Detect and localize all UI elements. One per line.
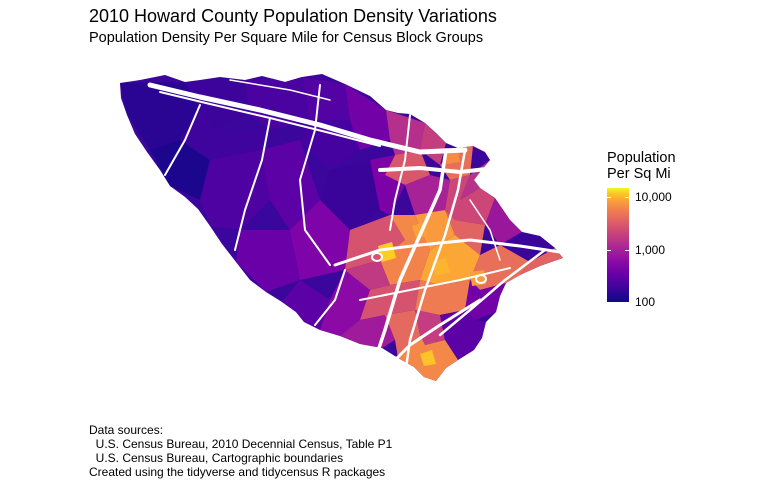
map-subtitle: Population Density Per Square Mile for C… (89, 30, 484, 46)
block-group (420, 350, 436, 366)
block-group (150, 140, 210, 200)
block-group (180, 110, 270, 160)
caption-line: U.S. Census Bureau, 2010 Decennial Censu… (89, 437, 393, 451)
block-group (465, 280, 506, 320)
caption-line: Created using the tidyverse and tidycens… (89, 465, 386, 479)
block-group (405, 175, 450, 215)
block-group (320, 270, 370, 336)
legend-title-line2: Per Sq Mi (607, 166, 671, 182)
caption: Data sources: U.S. Census Bureau, 2010 D… (89, 423, 392, 479)
roads (147, 79, 562, 377)
block-group (440, 310, 486, 360)
road (469, 199, 501, 261)
block-group (236, 230, 300, 292)
legend-tick-mark (607, 249, 611, 251)
road (389, 114, 411, 231)
block-group (485, 198, 522, 245)
road (333, 238, 562, 267)
block-group (420, 123, 446, 165)
block-group (415, 280, 470, 315)
caption-line: Data sources: (89, 423, 164, 437)
road (299, 84, 331, 266)
road (373, 148, 448, 362)
block-group (432, 258, 450, 276)
road (147, 82, 468, 155)
block-group (320, 160, 380, 230)
legend-tick-mark (607, 197, 611, 199)
block-group (200, 150, 270, 230)
legend-tick-label: 100 (635, 295, 656, 309)
road (371, 252, 383, 262)
legend-tick-mark (625, 197, 629, 199)
road (388, 298, 482, 367)
legend-colorbar (607, 188, 629, 302)
block-group (385, 310, 420, 358)
road (378, 166, 497, 174)
block-group (120, 82, 200, 150)
road (475, 274, 487, 284)
road (164, 104, 201, 176)
road (234, 117, 271, 251)
legend-tick-label: 10,000 (635, 190, 672, 205)
road (438, 248, 547, 337)
legend-tick-mark (607, 302, 611, 303)
block-group (445, 210, 485, 255)
road (314, 269, 346, 326)
legend-tick-mark (625, 249, 629, 251)
block-groups (120, 77, 563, 381)
road (229, 79, 331, 101)
map-title: 2010 Howard County Population Density Va… (89, 6, 497, 26)
caption-line: U.S. Census Bureau, Cartographic boundar… (89, 451, 344, 465)
block-group (282, 280, 330, 330)
legend-title-line1: Population (607, 150, 676, 166)
legend-title: Population Per Sq Mi (607, 150, 676, 182)
road (359, 267, 511, 301)
block-group (520, 248, 563, 275)
legend-tick-label: 1,000 (635, 242, 666, 257)
block-group (460, 160, 490, 200)
legend-tick-mark (625, 302, 629, 303)
block-group (345, 260, 390, 290)
